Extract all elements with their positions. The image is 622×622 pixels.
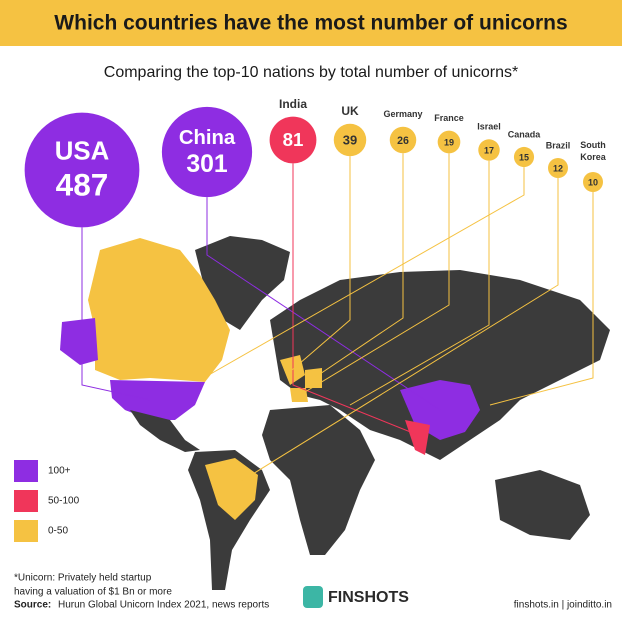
country-label: China	[179, 127, 236, 149]
brand: FINSHOTS	[328, 589, 409, 606]
bubble	[513, 146, 535, 168]
value-label: 301	[186, 151, 228, 178]
bubble	[161, 106, 253, 198]
country-label: USA	[55, 138, 109, 166]
legend-label: 50-100	[48, 496, 80, 507]
chart-subtitle: Comparing the top-10 nations by total nu…	[104, 64, 518, 81]
country-label: UK	[341, 104, 359, 118]
country-label: France	[434, 113, 464, 123]
leader-line	[299, 153, 450, 396]
bubble	[437, 130, 461, 154]
france	[290, 388, 308, 402]
bubble	[333, 123, 367, 157]
india	[405, 420, 430, 455]
world-map	[60, 236, 610, 590]
footnote: *Unicorn: Privately held startup	[14, 573, 152, 584]
value-label: 19	[444, 137, 454, 147]
alaska	[60, 318, 98, 365]
bubble	[269, 116, 317, 164]
website: finshots.in | joinditto.in	[514, 600, 612, 611]
leader-line	[292, 163, 419, 436]
leader-line	[489, 192, 594, 406]
australia	[495, 470, 590, 540]
bubble	[548, 158, 568, 178]
legend-swatch	[14, 460, 38, 482]
leader-line	[234, 178, 559, 486]
germany	[305, 368, 322, 388]
country-label: Canada	[508, 129, 542, 139]
country-label: India	[279, 97, 307, 111]
country-label: Brazil	[546, 140, 571, 150]
value-label: 17	[484, 145, 494, 155]
value-label: 10	[588, 177, 598, 187]
bubble	[389, 126, 417, 154]
central-america	[130, 410, 200, 452]
footnote: having a valuation of $1 Bn or more	[14, 587, 172, 598]
chart-title: Which countries have the most number of …	[54, 12, 567, 35]
value-label: 39	[343, 132, 357, 147]
value-label: 487	[56, 167, 109, 203]
leader-line	[81, 227, 151, 401]
title-banner	[0, 0, 622, 46]
bubble	[583, 172, 603, 192]
value-label: 81	[283, 129, 304, 150]
legend-swatch	[14, 490, 38, 512]
leader-line	[313, 153, 404, 379]
leader-line	[291, 156, 351, 371]
country-label: Germany	[383, 109, 422, 119]
value-label: 26	[397, 135, 409, 147]
source: Hurun Global Unicorn Index 2021, news re…	[58, 600, 269, 611]
brand-logo	[303, 586, 323, 608]
eurasia	[270, 270, 610, 460]
brazil	[205, 458, 258, 520]
bubble	[478, 139, 500, 161]
legend-label: 100+	[48, 466, 71, 477]
canada	[88, 238, 230, 382]
source-label: Source:	[14, 600, 51, 611]
usa	[110, 380, 205, 420]
country-label: South Korea	[580, 140, 607, 162]
value-label: 15	[519, 152, 529, 162]
africa	[262, 405, 375, 555]
legend-label: 0-50	[48, 526, 68, 537]
leader-line	[199, 167, 525, 381]
country-label: Israel	[477, 122, 501, 132]
greenland	[195, 236, 290, 330]
leader-line	[206, 197, 441, 411]
footer: *Unicorn: Privately held startup having …	[14, 573, 612, 611]
bubble	[24, 112, 140, 228]
legend-swatch	[14, 520, 38, 542]
value-label: 12	[553, 163, 563, 173]
